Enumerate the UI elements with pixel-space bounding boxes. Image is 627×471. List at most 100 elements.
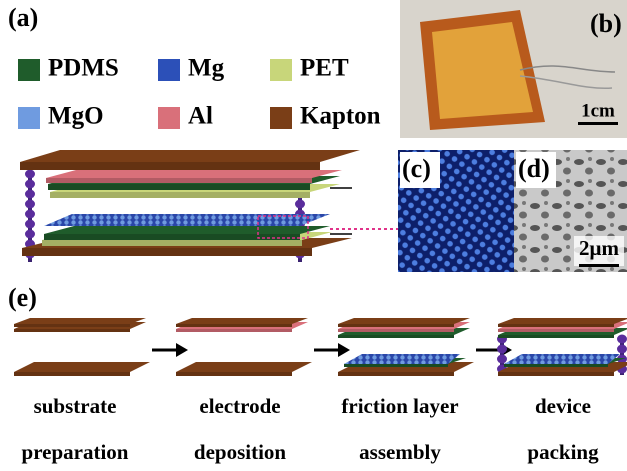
spring-bead (617, 334, 627, 344)
scale-bar-label: 1cm (581, 100, 615, 121)
legend-label: MgO (48, 103, 104, 130)
legend-label: Mg (188, 55, 225, 82)
legend-swatch (158, 59, 180, 81)
layer (44, 214, 330, 226)
legend-label: PDMS (48, 55, 119, 82)
layer-side (176, 324, 292, 327)
step-label: preparation (22, 440, 129, 464)
layer-shade (338, 329, 454, 332)
step-label: electrode (199, 394, 280, 418)
step-label: deposition (194, 440, 287, 464)
layer (176, 318, 308, 324)
layer-shade (14, 372, 130, 376)
layer-side (46, 178, 312, 183)
arrowhead (176, 343, 188, 357)
zoom-box (257, 215, 309, 239)
layer-side (344, 364, 448, 367)
layer-shade (50, 192, 310, 198)
process-steps: substrate preparation electrode deposition f… (14, 318, 627, 464)
legend-label: Kapton (300, 103, 381, 130)
label-box (516, 152, 556, 188)
layer-shade (22, 248, 312, 256)
layer-shade (498, 329, 614, 332)
layer (44, 226, 330, 234)
layer-shade (42, 240, 302, 246)
step-label: friction layer (341, 394, 458, 418)
layer (338, 318, 470, 324)
layer-shade (504, 364, 608, 367)
layer-shade (48, 184, 310, 190)
legend-swatch (18, 107, 40, 129)
layer-side (338, 324, 454, 327)
layer-side (338, 329, 454, 332)
layer-side (14, 324, 130, 327)
legend: PDMS Mg PET MgO Al Kapton (18, 55, 381, 130)
legend-swatch (270, 59, 292, 81)
step-label: assembly (359, 440, 441, 464)
layer (20, 150, 360, 162)
layer-shade (14, 329, 130, 332)
layer-side (498, 329, 614, 332)
layer-shade (176, 372, 292, 376)
device-illustration (20, 150, 360, 262)
layer (176, 362, 312, 372)
layer-shade (338, 335, 454, 338)
legend-label: PET (300, 55, 349, 82)
label-box (400, 152, 440, 188)
spring-bead (25, 219, 35, 229)
legend-label: Al (188, 103, 213, 130)
layer (504, 354, 620, 364)
layer (46, 170, 342, 178)
spring-bead (25, 199, 35, 209)
layer-shade (14, 324, 130, 327)
layer (14, 362, 150, 372)
layer-side (14, 372, 130, 376)
spring-bead (25, 189, 35, 199)
layer-side (20, 162, 320, 170)
layer-side (42, 240, 302, 246)
spring-bead (617, 344, 627, 354)
panel-label: (d) (518, 154, 550, 183)
layer-shade (176, 329, 292, 332)
scale-bar-label: 2μm (579, 236, 619, 260)
photo (400, 0, 627, 138)
panel-label: (e) (8, 283, 37, 312)
layer-side (14, 329, 130, 332)
layer-shade (338, 372, 454, 376)
panel-label: (a) (8, 3, 38, 32)
scale-bar (579, 264, 619, 267)
layer-shade (20, 162, 320, 170)
layer-side (498, 372, 614, 376)
spring-bead (25, 169, 35, 179)
layer-shade (176, 324, 292, 327)
step-label: packing (527, 440, 599, 464)
layer (14, 318, 146, 324)
spring-bead (295, 199, 305, 209)
spring-bead (25, 179, 35, 189)
layer-side (50, 192, 310, 198)
legend-swatch (158, 107, 180, 129)
spring-bead (497, 344, 507, 354)
layer-shade (44, 234, 300, 240)
layer-shade (46, 178, 312, 183)
layer-side (504, 364, 608, 367)
spring-bead (25, 209, 35, 219)
layer-side (498, 324, 614, 327)
layer-shade (498, 372, 614, 376)
layer-shade (498, 324, 614, 327)
panel-label: (c) (402, 154, 431, 183)
layer-side (22, 248, 312, 256)
panel-label: (b) (590, 9, 622, 38)
step-label: device (535, 394, 591, 418)
layer-shade (344, 364, 448, 367)
layer (344, 354, 460, 364)
label-box (574, 236, 624, 266)
layer-side (338, 372, 454, 376)
step-label: substrate (34, 394, 117, 418)
layer (498, 318, 627, 324)
spring-bead (25, 229, 35, 239)
layer-side (498, 335, 614, 338)
layer-side (338, 335, 454, 338)
layer-side (44, 234, 300, 240)
